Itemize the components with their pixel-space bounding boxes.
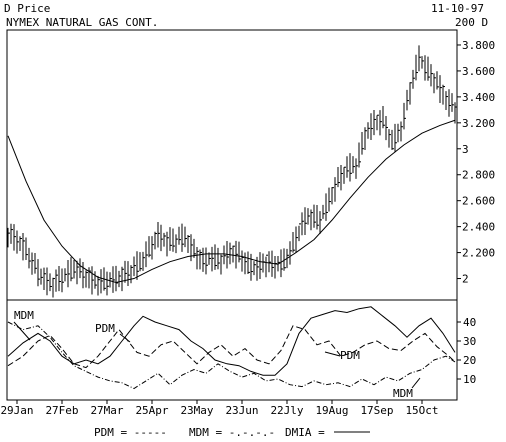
mdm-annotation-right: MDM xyxy=(393,387,413,400)
indicator-panel-frame xyxy=(6,299,458,401)
date-axis-label: 27Mar xyxy=(90,404,123,417)
price-axis-label: 3.800 xyxy=(462,39,495,52)
mdm-pointer-left xyxy=(13,321,31,341)
price-axis-label: 2.600 xyxy=(462,195,495,208)
date-axis-label: 29Jan xyxy=(0,404,33,417)
date-axis-label: 23May xyxy=(180,404,213,417)
date-axis-label: 27Feb xyxy=(45,404,78,417)
price-axis-label: 3 xyxy=(462,143,469,156)
moving-average-line xyxy=(7,119,456,283)
legend-pdm-label: PDM = ----- xyxy=(94,426,167,439)
dm-axis-label: 10 xyxy=(463,373,476,386)
price-axis-label: 2.200 xyxy=(462,247,495,260)
instrument-name: NYMEX NATURAL GAS CONT. xyxy=(6,16,159,29)
date-axis-label: 25Apr xyxy=(135,404,168,417)
price-axis-label: 3.200 xyxy=(462,117,495,130)
date-axis-label: 22Jly xyxy=(270,404,303,417)
mdm-annotation-left: MDM xyxy=(14,309,34,322)
chart-date: 11-10-97 xyxy=(431,2,484,15)
date-axis-label: 17Sep xyxy=(360,404,393,417)
price-axis-label: 2 xyxy=(462,273,469,286)
pdm-annotation-left: PDM xyxy=(95,322,115,335)
price-axis-label: 3.400 xyxy=(462,91,495,104)
mdm-line xyxy=(7,321,456,390)
chart-title: D Price xyxy=(4,2,51,15)
legend-dmia-label: DMIA = xyxy=(285,426,325,439)
pdm-line xyxy=(7,325,456,369)
price-axis-label: 2.400 xyxy=(462,221,495,234)
legend-mdm-label: MDM = -.-.-.- xyxy=(189,426,275,439)
pdm-pointer-left xyxy=(119,333,131,343)
date-axis-label: 23Jun xyxy=(225,404,258,417)
pdm-pointer-right xyxy=(324,351,341,357)
price-axis-label: 2.800 xyxy=(462,169,495,182)
dm-axis-label: 30 xyxy=(463,335,476,348)
date-axis-label: 15Oct xyxy=(405,404,438,417)
mdm-pointer-right xyxy=(411,377,421,389)
date-axis-label: 19Aug xyxy=(315,404,348,417)
period-label: 200 D xyxy=(455,16,489,29)
price-axis: 2 2.200 2.400 2.600 2.800 3 3.200 3.400 3.600 3.8… xyxy=(457,39,495,286)
price-axis-label: 3.600 xyxy=(462,65,495,78)
dm-axis: 10 20 30 40 xyxy=(457,316,476,386)
dm-axis-label: 40 xyxy=(463,316,476,329)
date-axis: 29Jan 27Feb 27Mar 25Apr 23May 23Jun 22Jly 19Aug… xyxy=(0,400,439,417)
dm-axis-label: 20 xyxy=(463,354,476,367)
price-marks xyxy=(7,45,457,298)
dmia-line xyxy=(7,306,456,376)
pdm-annotation-right: PDM xyxy=(340,349,360,362)
dm-marks xyxy=(7,306,456,390)
